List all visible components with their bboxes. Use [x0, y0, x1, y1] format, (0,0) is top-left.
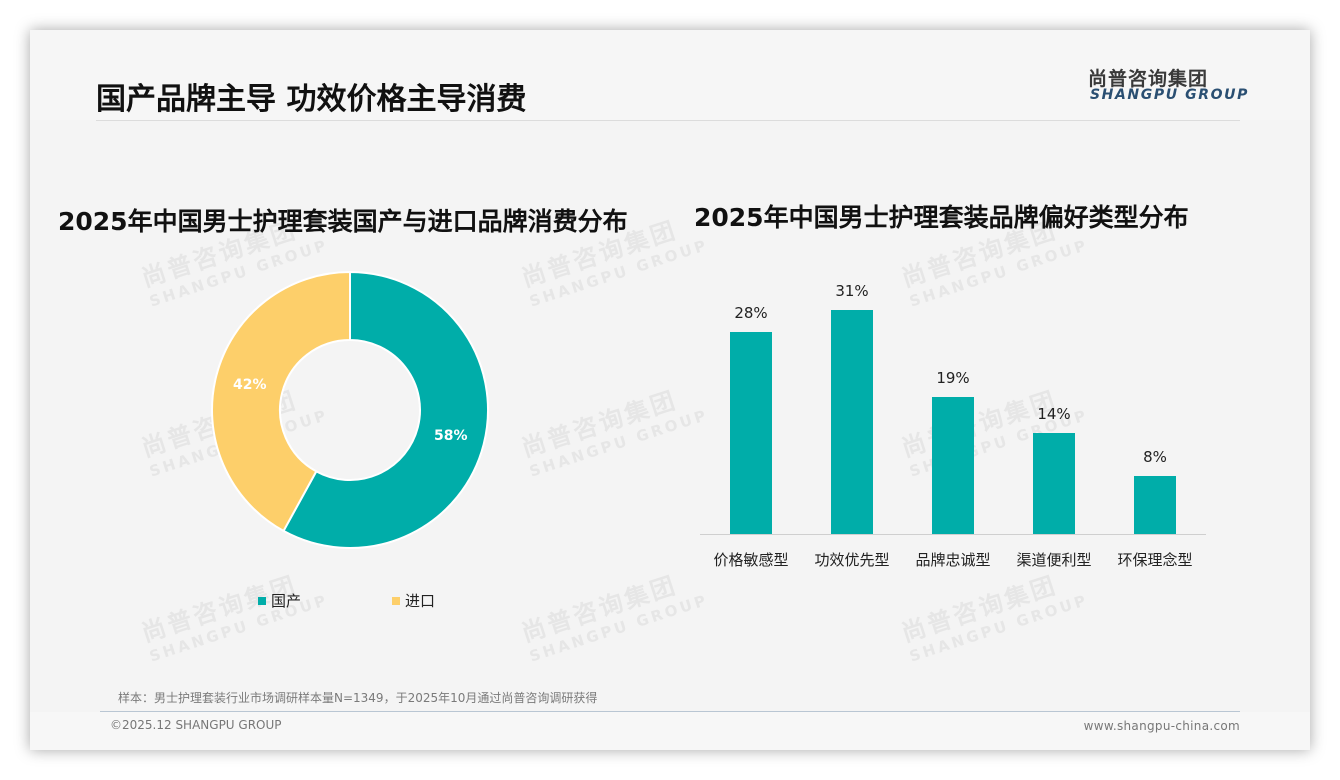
- donut-slice-0: [282, 270, 489, 549]
- donut-svg: [211, 270, 489, 549]
- donut-slice-1: [211, 270, 351, 533]
- website-link[interactable]: www.shangpu-china.com: [1083, 719, 1240, 733]
- bar-0: [730, 331, 772, 534]
- bar-value-label: 31%: [835, 282, 869, 300]
- bar-3: [1033, 432, 1075, 534]
- legend-label: 国产: [271, 592, 302, 610]
- x-axis-tick-label: 环保理念型: [1117, 551, 1193, 569]
- copyright: ©2025.12 SHANGPU GROUP: [110, 718, 282, 732]
- header-divider: [96, 120, 1240, 121]
- bar-value-label: 28%: [734, 303, 768, 322]
- legend-label: 进口: [405, 592, 436, 610]
- donut-chart-title: 2025年中国男士护理套装国产与进口品牌消费分布: [58, 207, 628, 236]
- bar-value-label: 19%: [936, 368, 970, 387]
- x-axis-tick-label: 功效优先型: [814, 551, 890, 569]
- donut-label-domestic: 58%: [434, 428, 468, 444]
- x-axis-tick-label: 价格敏感型: [713, 551, 789, 569]
- logo-cn: 尚普咨询集团: [1088, 68, 1209, 90]
- bar-2: [932, 396, 974, 534]
- donut-label-import: 42%: [233, 377, 267, 393]
- bar-value-label: 8%: [1143, 448, 1167, 467]
- legend-item-domestic: 国产: [258, 590, 301, 611]
- page-title: 国产品牌主导 功效价格主导消费: [96, 82, 527, 117]
- bar-value-label: 14%: [1037, 404, 1071, 423]
- x-axis-line: [700, 534, 1206, 535]
- footer-divider: [100, 711, 1240, 712]
- header-band: [30, 30, 1310, 120]
- donut-chart: 58% 42%: [210, 270, 490, 550]
- legend-item-import: 进口: [392, 590, 435, 611]
- sample-note: 样本：男士护理套装行业市场调研样本量N=1349，于2025年10月通过尚普咨询…: [118, 691, 598, 705]
- slide: 国产品牌主导 功效价格主导消费 尚普咨询集团 SHANGPU GROUP 尚普咨…: [30, 30, 1310, 750]
- bar-chart-title: 2025年中国男士护理套装品牌偏好类型分布: [694, 203, 1189, 232]
- logo-en: SHANGPU GROUP: [1090, 87, 1249, 103]
- x-axis-tick-label: 渠道便利型: [1016, 551, 1092, 569]
- footer-band: [30, 712, 1310, 750]
- bar-1: [831, 310, 873, 534]
- bar-4: [1134, 476, 1176, 534]
- x-axis-tick-label: 品牌忠诚型: [915, 551, 991, 569]
- legend-swatch-yellow: [392, 596, 400, 605]
- legend-swatch-teal: [258, 596, 266, 605]
